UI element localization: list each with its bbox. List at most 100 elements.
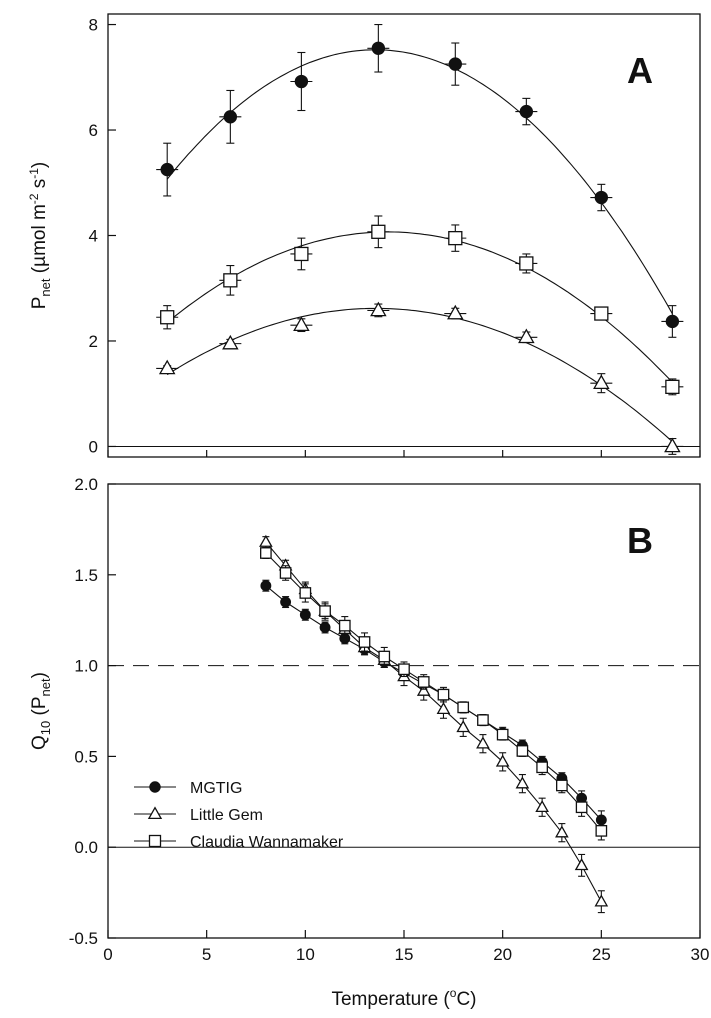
data-point-square bbox=[148, 834, 162, 848]
data-point-circle bbox=[448, 57, 462, 71]
data-point-square bbox=[160, 310, 175, 325]
data-point-square bbox=[338, 619, 351, 632]
ylabel-main: Q bbox=[29, 735, 50, 750]
panel-a-data-points bbox=[156, 23, 684, 455]
y-tick-label: 0.5 bbox=[74, 747, 98, 766]
series-line bbox=[265, 585, 602, 821]
xlabel-sup: o bbox=[450, 986, 457, 1000]
ylabel-exp2: -1 bbox=[27, 168, 41, 179]
panel-b-frame bbox=[107, 483, 701, 939]
data-point-circle bbox=[294, 74, 309, 89]
data-point-square bbox=[536, 761, 548, 774]
ylabel-unit-open: (µmol m bbox=[29, 204, 50, 278]
panel-b-y-axis-label: Q10 (Pnet) bbox=[29, 672, 53, 750]
data-point-triangle bbox=[456, 720, 471, 733]
ylabel-sub: 10 bbox=[38, 721, 53, 735]
y-tick-label: 1.5 bbox=[74, 566, 98, 585]
data-point-square bbox=[595, 825, 608, 837]
data-point-circle bbox=[594, 190, 609, 205]
data-point-circle bbox=[319, 622, 331, 633]
data-point-square bbox=[358, 636, 371, 648]
y-tick-label: 2.0 bbox=[74, 475, 98, 494]
ylabel-mid: s bbox=[29, 179, 50, 194]
data-point-triangle bbox=[370, 301, 387, 317]
data-point-square bbox=[556, 779, 568, 792]
ylabel-sub: net bbox=[38, 278, 53, 296]
x-tick-label: 15 bbox=[395, 945, 414, 964]
panel-b-axes: -0.5 0.0 0.5 1.0 1.5 2.0 0 5 10 15 20 25 30 bbox=[69, 475, 710, 964]
data-point-circle bbox=[371, 41, 386, 55]
ylabel-close: ) bbox=[29, 672, 50, 678]
data-point-square bbox=[378, 650, 391, 663]
data-point-triangle bbox=[535, 799, 549, 813]
y-tick-label: 0 bbox=[89, 437, 98, 456]
data-point-triangle bbox=[222, 334, 239, 350]
data-point-square bbox=[477, 714, 489, 726]
data-point-square bbox=[594, 306, 609, 321]
x-tick-label: 20 bbox=[493, 945, 512, 964]
data-point-triangle bbox=[416, 683, 431, 696]
x-tick-label: 0 bbox=[103, 945, 112, 964]
fitted-curve bbox=[166, 49, 673, 315]
x-tick-label: 30 bbox=[691, 945, 710, 964]
panel-a-y-axis: 0 2 4 6 8 bbox=[89, 16, 701, 457]
x-axis-label: Temperature (oC) bbox=[331, 986, 476, 1010]
xlabel-unit: C) bbox=[456, 989, 476, 1010]
panel-a-y-axis-label: Pnet (µmol m-2 s-1) bbox=[27, 162, 53, 310]
y-tick-label: -0.5 bbox=[69, 929, 98, 948]
data-point-square bbox=[516, 745, 529, 757]
legend-label: Claudia Wannamaker bbox=[190, 834, 344, 851]
data-point-triangle bbox=[158, 359, 176, 375]
data-point-square bbox=[398, 663, 410, 676]
data-point-circle bbox=[160, 162, 174, 177]
y-tick-label: 2 bbox=[89, 332, 98, 351]
data-point-circle bbox=[280, 596, 292, 608]
panel-b-data-points bbox=[259, 534, 609, 914]
data-point-square bbox=[260, 547, 272, 559]
data-point-triangle bbox=[259, 534, 273, 547]
ylabel-open: (P bbox=[29, 696, 50, 720]
data-point-triangle bbox=[147, 806, 163, 820]
x-tick-label: 25 bbox=[592, 945, 611, 964]
data-point-square bbox=[279, 567, 292, 579]
y-tick-label: 4 bbox=[89, 227, 98, 246]
data-point-circle bbox=[223, 110, 238, 124]
fitted-curve bbox=[166, 231, 673, 383]
data-point-triangle bbox=[436, 701, 451, 714]
ylabel-exp1: -2 bbox=[27, 193, 41, 204]
data-point-triangle bbox=[574, 858, 589, 871]
data-point-square bbox=[665, 379, 680, 395]
data-point-square bbox=[457, 701, 470, 714]
xlabel-main: Temperature ( bbox=[331, 989, 450, 1010]
ylabel-main: P bbox=[29, 297, 50, 310]
x-tick-label: 10 bbox=[296, 945, 315, 964]
data-point-triangle bbox=[293, 316, 310, 332]
y-tick-label: 1.0 bbox=[74, 657, 98, 676]
data-point-triangle bbox=[555, 825, 569, 838]
data-point-triangle bbox=[664, 437, 681, 453]
data-point-circle bbox=[149, 781, 161, 793]
data-point-square bbox=[519, 256, 534, 271]
series-line bbox=[265, 552, 602, 832]
panel-a-fitted-curves bbox=[166, 49, 673, 443]
legend: MGTIG Little Gem Claudia Wannamaker bbox=[134, 780, 344, 851]
data-point-square bbox=[294, 246, 309, 262]
data-point-square bbox=[319, 605, 331, 617]
y-tick-label: 0.0 bbox=[74, 838, 98, 857]
fitted-curve bbox=[166, 307, 673, 443]
panel-a-frame bbox=[107, 13, 701, 458]
data-point-square bbox=[371, 224, 386, 239]
y-tick-label: 6 bbox=[89, 121, 98, 140]
data-point-circle bbox=[260, 580, 272, 592]
data-point-triangle bbox=[594, 894, 609, 907]
data-point-square bbox=[299, 587, 312, 599]
y-tick-label: 8 bbox=[89, 16, 98, 35]
legend-label: MGTIG bbox=[190, 780, 242, 797]
data-point-triangle bbox=[593, 374, 610, 390]
panel-b: -0.50.00.51.01.52.00 5 10 15 20 25 30 B Q10 (P… bbox=[29, 475, 709, 1010]
data-point-square bbox=[496, 728, 509, 741]
data-point-square bbox=[437, 688, 450, 701]
data-point-square bbox=[575, 801, 588, 814]
panel-a-label: A bbox=[627, 50, 653, 91]
